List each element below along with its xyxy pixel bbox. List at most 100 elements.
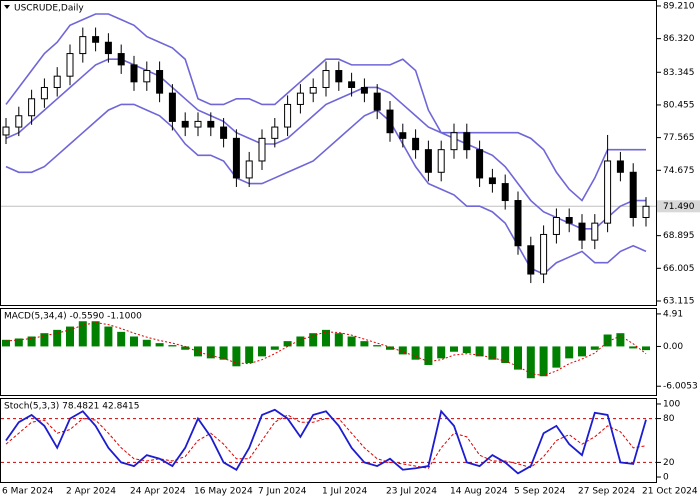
candle-body (476, 149, 484, 179)
bollinger-band (5, 13, 646, 202)
macd-bar (565, 346, 574, 359)
candle-body (2, 126, 10, 136)
candle-body (386, 109, 394, 134)
candle-body (527, 245, 535, 275)
macd-bar (130, 336, 138, 347)
macd-bar (424, 346, 433, 365)
candle-body (578, 222, 586, 241)
macd-bar (386, 346, 394, 350)
macd-bar (526, 346, 535, 379)
candle-body (348, 81, 356, 88)
candle-body (565, 216, 573, 224)
candle-body (488, 177, 496, 185)
y-tick-label: 63.115 (663, 296, 695, 306)
candle-body (156, 70, 164, 94)
macd-bar (14, 338, 23, 347)
stoch-title: Stoch(5,3,3) 78.4821 42.8415 (4, 402, 139, 412)
macd-bar (411, 346, 420, 360)
macd-bar (245, 346, 254, 363)
macd-bar (373, 345, 382, 347)
x-tick-label: 5 Sep 2024 (514, 487, 566, 497)
macd-bar (142, 339, 151, 347)
candle-body (360, 86, 368, 94)
candle-body (104, 41, 112, 55)
macd-bar (194, 346, 202, 357)
macd-bar (168, 345, 177, 347)
candle-body (15, 115, 23, 128)
candle-body (92, 36, 100, 43)
x-tick-label: 27 Sep 2024 (578, 487, 635, 497)
candle-body (399, 132, 407, 139)
y-tick-label: 86.320 (663, 34, 695, 44)
macd-bar (296, 336, 305, 347)
macd-bar (501, 346, 510, 363)
macd-bar (258, 346, 266, 357)
menu-arrow (4, 5, 10, 9)
y-tick-label: 100 (663, 399, 680, 409)
y-tick-label: 66.005 (663, 264, 695, 274)
macd-bar (488, 346, 497, 360)
y-tick-label: -6.0053 (663, 382, 698, 392)
macd-bar (514, 346, 522, 370)
y-tick-label: 80.455 (663, 100, 695, 110)
macd-bar (219, 346, 228, 360)
stoch-signal (5, 414, 647, 469)
chart-title: USCRUDE,Daily (14, 4, 84, 14)
candle-body (220, 126, 228, 139)
last-price-box (657, 200, 700, 213)
candle-body (335, 70, 343, 83)
macd-bar (347, 336, 356, 347)
x-tick-label: 16 May 2024 (194, 487, 253, 497)
y-tick-label: 20 (663, 458, 675, 468)
macd-bar (603, 334, 612, 347)
candle-body (373, 92, 381, 111)
macd-bar (462, 346, 471, 354)
macd-bar (91, 321, 100, 347)
y-tick-label: 80 (663, 414, 675, 424)
last-price-label: 71.490 (663, 202, 695, 212)
x-tick-label: 24 Apr 2024 (130, 487, 186, 497)
candle-body (501, 183, 509, 202)
y-tick-label: 83.345 (663, 68, 695, 78)
candle-body (143, 70, 151, 83)
candle-body (552, 216, 560, 235)
candle-body (322, 70, 330, 88)
candle-body (130, 64, 138, 83)
macd-bar (53, 329, 62, 347)
macd-bar (590, 346, 599, 350)
macd-bar (552, 346, 561, 368)
stoch-pane (0, 398, 657, 483)
macd-bar (629, 346, 638, 349)
stoch-main (5, 408, 647, 475)
candle-body (117, 53, 125, 66)
candle-body (463, 132, 471, 151)
x-tick-label: 1 Jul 2024 (322, 487, 367, 497)
candle-body (616, 160, 624, 173)
macd-bar (270, 346, 279, 350)
x-tick-label: 2 Apr 2024 (66, 487, 116, 497)
candle-body (53, 75, 61, 88)
macd-bar (78, 321, 87, 347)
macd-bar (322, 329, 330, 347)
macd-bar (398, 346, 407, 355)
macd-bar (539, 346, 548, 377)
y-tick-label: 89.210 (663, 1, 695, 11)
y-tick-label: 4.91 (663, 309, 683, 319)
candle-body (604, 160, 612, 224)
candle-body (258, 137, 266, 162)
bollinger-band (5, 58, 646, 230)
macd-bar (27, 336, 36, 347)
candle-body (271, 126, 279, 139)
x-tick-label: 21 Oct 2024 (642, 487, 698, 497)
macd-bar (437, 346, 446, 359)
candle-body (629, 171, 637, 218)
candle-body (232, 137, 240, 179)
macd-bar (117, 331, 126, 347)
candle-body (168, 92, 176, 122)
candle-body (424, 149, 432, 173)
macd-bar (283, 341, 292, 347)
macd-bar (578, 346, 586, 357)
candle-body (296, 92, 304, 105)
macd-bar (334, 333, 343, 347)
